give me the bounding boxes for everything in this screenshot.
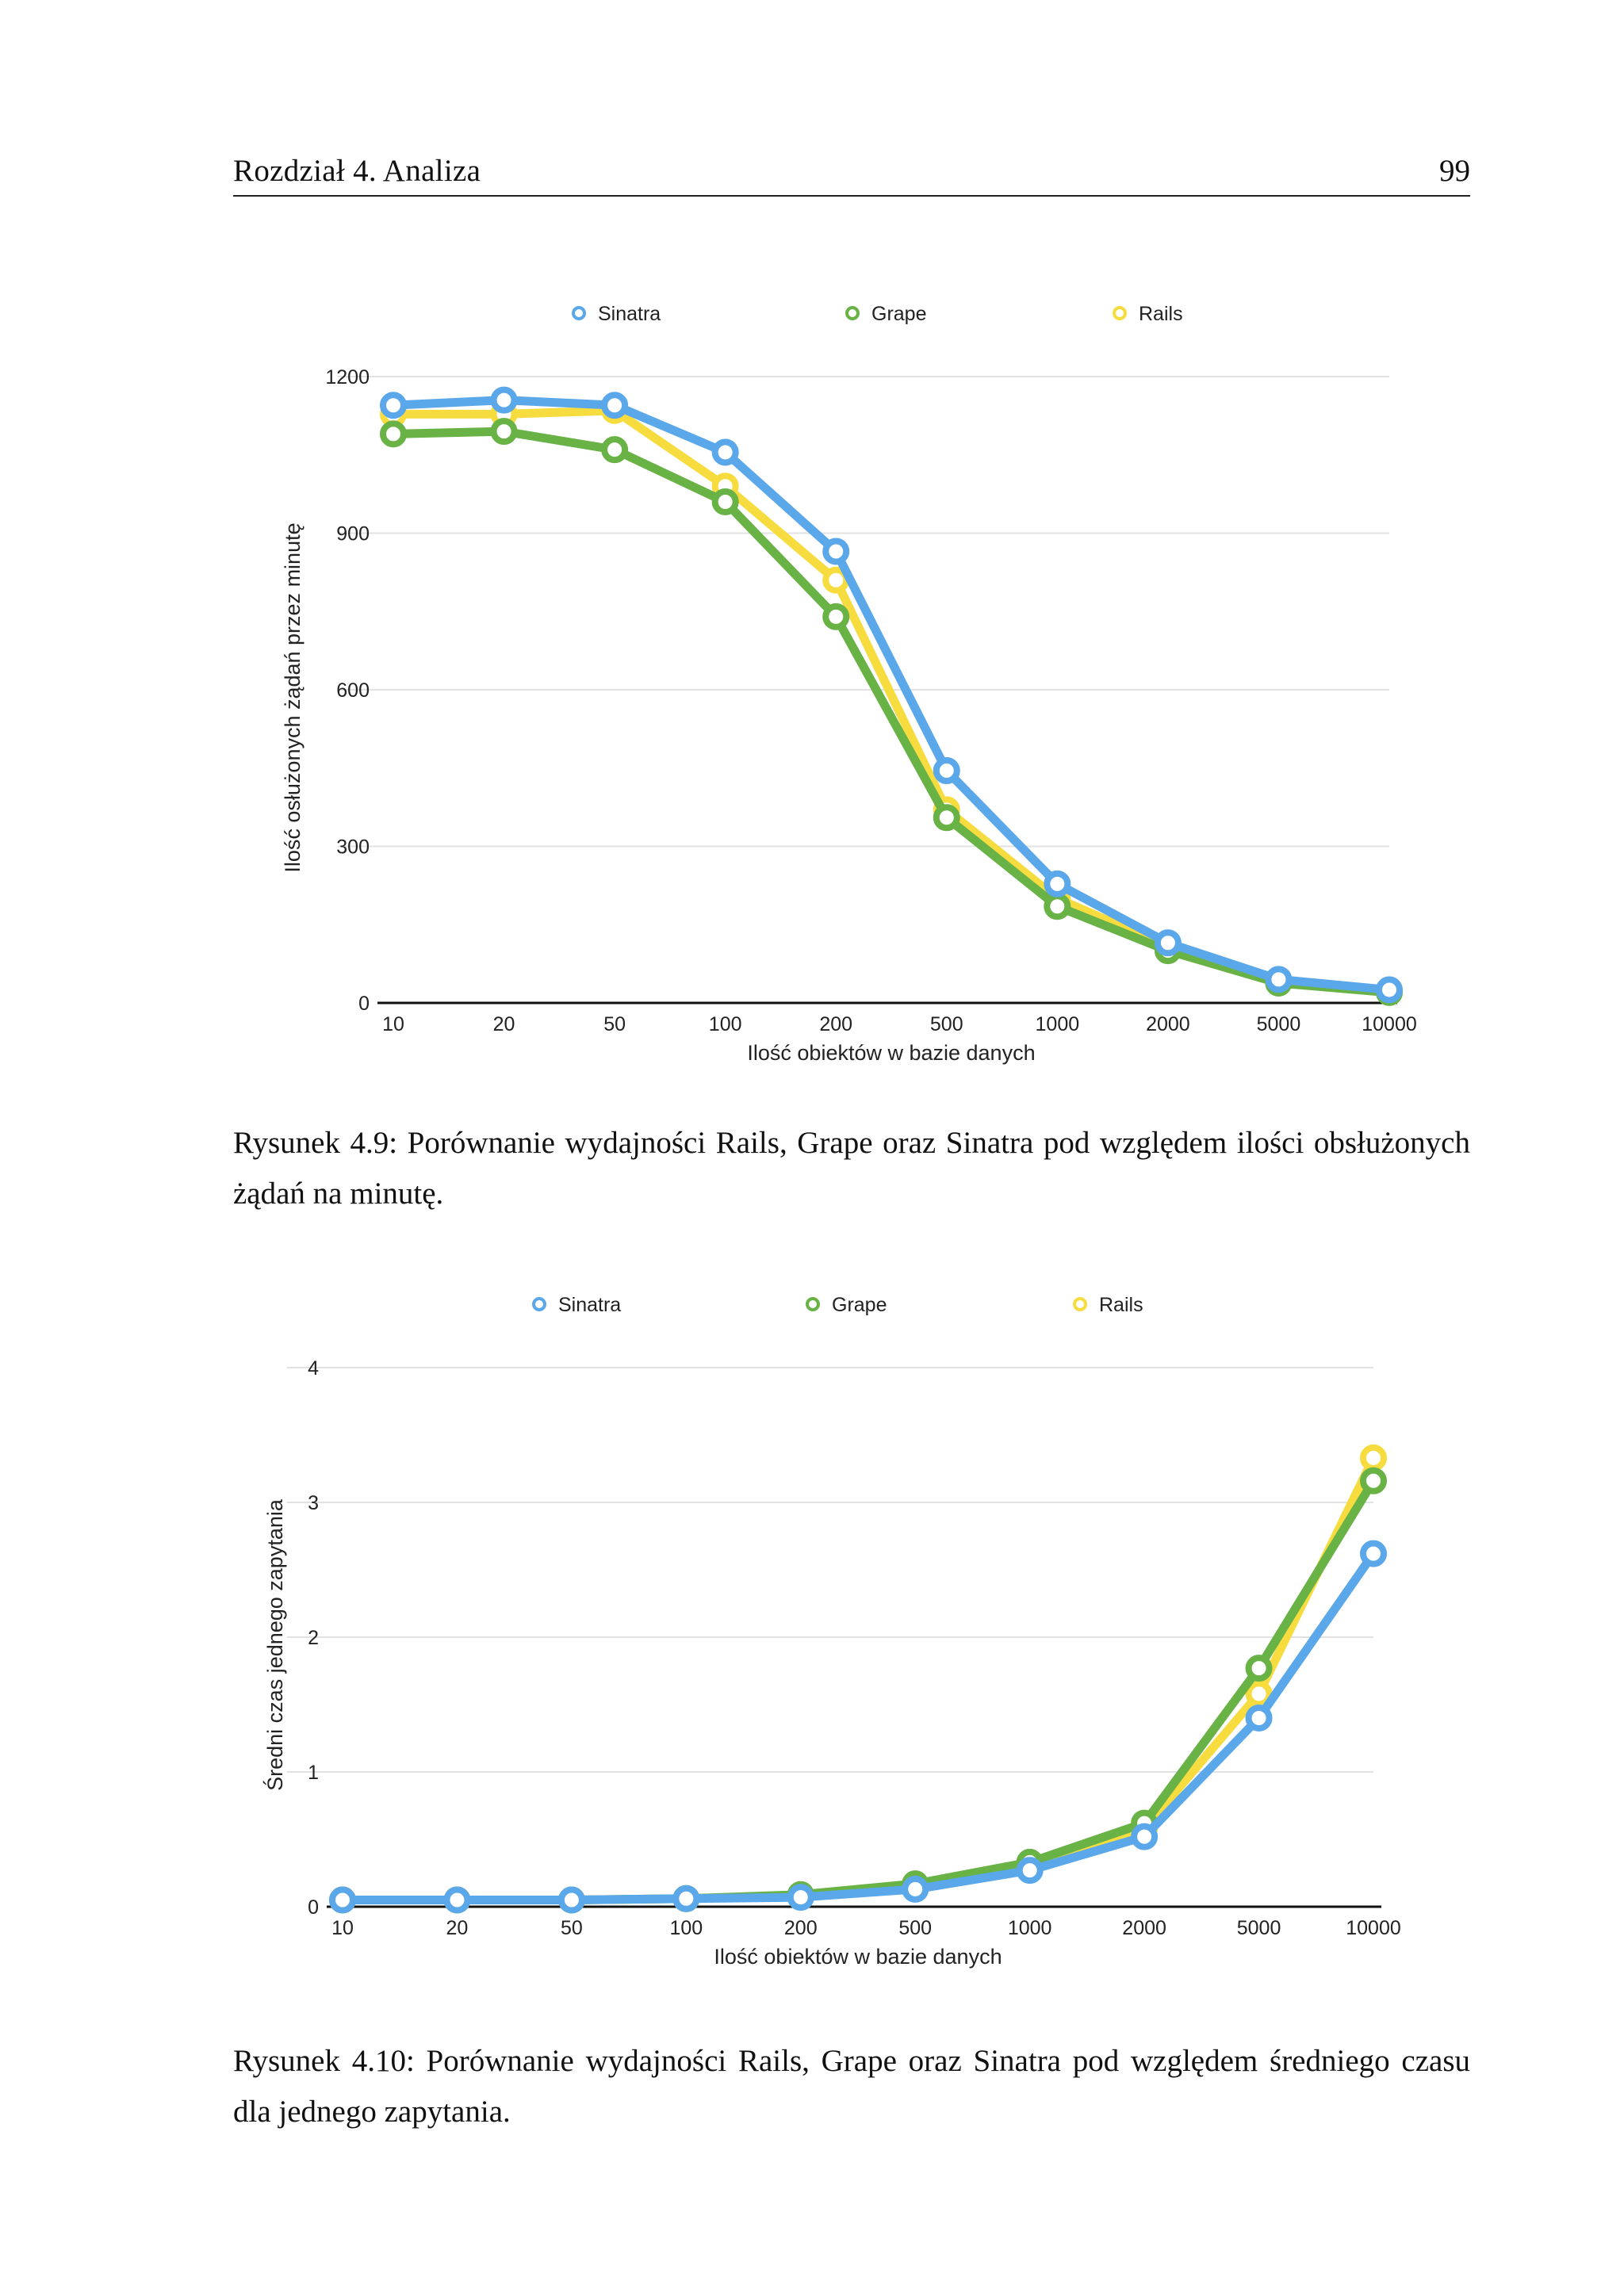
legend-marker-rails bbox=[1073, 1297, 1087, 1311]
data-point-sinatra bbox=[1360, 1540, 1387, 1567]
y-tick-label: 3 bbox=[308, 1492, 319, 1514]
x-tick-label: 1000 bbox=[1008, 1917, 1052, 1939]
data-point-sinatra bbox=[1016, 1857, 1044, 1885]
x-tick-label: 50 bbox=[561, 1917, 583, 1939]
data-point-sinatra bbox=[822, 538, 850, 565]
legend-label-rails: Rails bbox=[1139, 303, 1183, 325]
data-point-grape bbox=[601, 436, 629, 464]
series-line-grape bbox=[389, 427, 1394, 997]
x-axis-title: Ilość obiektów w bazie danych bbox=[747, 1041, 1035, 1065]
y-tick-label: 0 bbox=[308, 1896, 319, 1919]
data-point-sinatra bbox=[902, 1875, 929, 1903]
data-point-sinatra bbox=[672, 1885, 700, 1912]
page-number: 99 bbox=[1439, 154, 1470, 188]
data-point-grape bbox=[1044, 893, 1071, 920]
data-point-sinatra bbox=[443, 1886, 471, 1914]
data-point-sinatra bbox=[1131, 1823, 1159, 1850]
x-tick-label: 2000 bbox=[1122, 1917, 1166, 1939]
y-axis-title: Ilość osłużonych żądań przez minutę bbox=[281, 522, 304, 872]
x-tick-label: 50 bbox=[603, 1013, 626, 1035]
data-point-sinatra bbox=[1154, 929, 1182, 957]
y-tick-label: 1200 bbox=[325, 366, 370, 388]
y-tick-label: 4 bbox=[308, 1357, 319, 1380]
x-tick-label: 2000 bbox=[1146, 1013, 1190, 1035]
data-point-grape bbox=[490, 418, 518, 446]
legend-marker-rails bbox=[1113, 306, 1127, 320]
data-point-sinatra bbox=[711, 438, 739, 466]
y-tick-label: 900 bbox=[336, 523, 370, 545]
x-axis-title: Ilość obiektów w bazie danych bbox=[714, 1945, 1002, 1969]
data-point-rails bbox=[1360, 1444, 1387, 1471]
data-point-grape bbox=[711, 488, 739, 515]
data-point-grape bbox=[933, 804, 960, 832]
data-point-grape bbox=[822, 603, 850, 630]
chapter-title: Rozdział 4. Analiza bbox=[233, 154, 481, 188]
data-point-sinatra bbox=[1044, 870, 1071, 897]
data-point-sinatra bbox=[380, 392, 407, 419]
x-tick-label: 10000 bbox=[1346, 1917, 1401, 1939]
series-line-sinatra bbox=[338, 1549, 1378, 1904]
y-tick-label: 600 bbox=[336, 679, 370, 702]
data-point-sinatra bbox=[1245, 1705, 1273, 1732]
series-line-rails bbox=[389, 406, 1394, 997]
data-point-grape bbox=[1245, 1655, 1273, 1682]
data-point-sinatra bbox=[329, 1886, 356, 1914]
series-line-grape bbox=[338, 1476, 1378, 1904]
x-tick-label: 20 bbox=[493, 1013, 515, 1035]
figure-4-10-caption: Rysunek 4.10: Porównanie wydajności Rail… bbox=[233, 2044, 1470, 2129]
running-header: Rozdział 4. Analiza 99 bbox=[233, 147, 1470, 197]
data-point-rails bbox=[1245, 1680, 1273, 1708]
average-request-time-chart: Sinatra Grape Rails 0 1 2 3 4 10 20 50 100 200 500 100… bbox=[262, 1294, 1401, 1969]
x-tick-label: 500 bbox=[930, 1013, 963, 1035]
data-point-sinatra bbox=[933, 757, 960, 785]
data-point-sinatra bbox=[1376, 976, 1403, 1004]
series-line-sinatra bbox=[389, 396, 1394, 995]
x-tick-label: 5000 bbox=[1237, 1917, 1281, 1939]
legend-label-sinatra: Sinatra bbox=[598, 303, 661, 325]
data-point-sinatra bbox=[787, 1884, 814, 1911]
x-tick-label: 1000 bbox=[1036, 1013, 1080, 1035]
data-point-sinatra bbox=[557, 1886, 585, 1914]
y-axis-title: Średni czas jednego zapytania bbox=[262, 1498, 287, 1791]
y-tick-label: 0 bbox=[358, 993, 370, 1015]
data-point-grape bbox=[380, 420, 407, 448]
x-tick-label: 200 bbox=[819, 1013, 852, 1035]
legend-label-grape: Grape bbox=[832, 1294, 887, 1316]
data-point-sinatra bbox=[1265, 966, 1293, 993]
legend-marker-sinatra bbox=[572, 306, 586, 320]
figure-4-9-caption: Rysunek 4.9: Porównanie wydajności Rails… bbox=[233, 1126, 1470, 1211]
legend-label-sinatra: Sinatra bbox=[558, 1294, 621, 1316]
y-tick-label: 2 bbox=[308, 1627, 319, 1649]
legend-marker-grape bbox=[845, 306, 860, 320]
data-point-sinatra bbox=[601, 392, 629, 419]
data-point-sinatra bbox=[490, 386, 518, 414]
data-point-grape bbox=[1360, 1467, 1387, 1494]
requests-per-minute-chart: Sinatra Grape Rails 0 300 600 900 1200 10 20 50 100… bbox=[281, 303, 1417, 1065]
x-tick-label: 5000 bbox=[1257, 1013, 1301, 1035]
y-tick-label: 1 bbox=[308, 1762, 319, 1784]
y-tick-label: 300 bbox=[336, 836, 370, 859]
x-tick-label: 100 bbox=[709, 1013, 742, 1035]
x-tick-label: 10000 bbox=[1362, 1013, 1417, 1035]
x-tick-label: 20 bbox=[446, 1917, 469, 1939]
series-line-rails bbox=[338, 1453, 1378, 1904]
x-tick-label: 200 bbox=[784, 1917, 818, 1939]
legend-label-grape: Grape bbox=[871, 303, 926, 325]
legend-label-rails: Rails bbox=[1099, 1294, 1143, 1316]
x-tick-label: 100 bbox=[669, 1917, 703, 1939]
x-tick-label: 500 bbox=[898, 1917, 932, 1939]
x-tick-label: 10 bbox=[331, 1917, 354, 1939]
legend-marker-sinatra bbox=[532, 1297, 546, 1311]
x-tick-label: 10 bbox=[382, 1013, 404, 1035]
legend-marker-grape bbox=[806, 1297, 820, 1311]
